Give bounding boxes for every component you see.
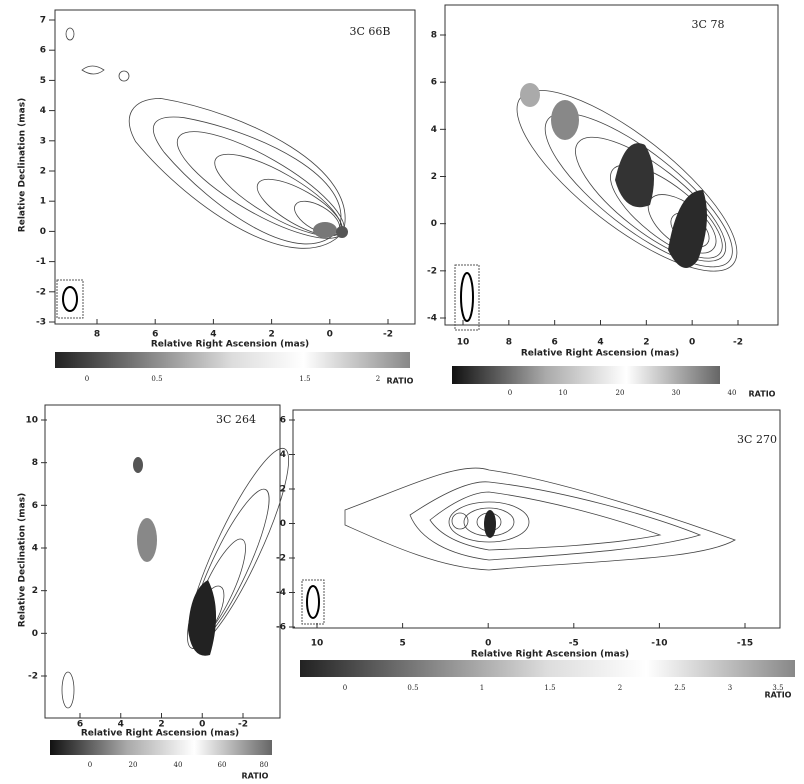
x-tick-label: 5 bbox=[399, 639, 405, 649]
colorbar-tick-label: 40 bbox=[728, 389, 737, 397]
y-tick-label: 4 bbox=[32, 544, 38, 554]
colorbar-tick-label: 40 bbox=[174, 761, 183, 769]
colorbar-tick-label: 1.5 bbox=[299, 375, 310, 383]
colorbar-tick-label: 3 bbox=[728, 684, 732, 692]
y-tick-label: 8 bbox=[431, 31, 437, 41]
map-3c270 bbox=[293, 410, 795, 677]
x-tick-label: 0 bbox=[689, 338, 695, 348]
panel-name: 3C 66B bbox=[350, 25, 391, 38]
x-tick-label: 10 bbox=[457, 338, 470, 348]
y-tick-label: 0 bbox=[32, 629, 38, 639]
colorbar-tick-label: 1 bbox=[480, 684, 484, 692]
y-tick-label: 7 bbox=[40, 16, 46, 26]
colorbar-tick-label: 0 bbox=[88, 761, 92, 769]
panel-name: 3C 78 bbox=[692, 18, 725, 31]
y-tick-label: -2 bbox=[276, 554, 286, 564]
colorbar-tick-label: 2 bbox=[618, 684, 622, 692]
x-tick-label: 2 bbox=[268, 330, 274, 340]
y-tick-label: -2 bbox=[427, 266, 437, 276]
y-tick-label: 2 bbox=[40, 167, 46, 177]
x-tick-label: 6 bbox=[552, 338, 558, 348]
y-tick-label: 4 bbox=[431, 125, 437, 135]
colorbar-tick-label: 0.5 bbox=[151, 375, 162, 383]
y-tick-label: 2 bbox=[280, 485, 286, 495]
panel-name: 3C 270 bbox=[737, 433, 777, 446]
x-tick-label: 8 bbox=[506, 338, 512, 348]
colorbar-tick-label: 2 bbox=[376, 375, 380, 383]
colorbar-title: RATIO bbox=[242, 772, 269, 781]
y-tick-label: 0 bbox=[280, 519, 286, 529]
map-3c66b bbox=[55, 10, 415, 368]
y-tick-label: -6 bbox=[276, 623, 286, 633]
y-tick-label: 1 bbox=[40, 197, 46, 207]
y-tick-label: 4 bbox=[280, 450, 286, 460]
x-tick-label: -2 bbox=[238, 720, 248, 730]
y-tick-label: -3 bbox=[36, 318, 46, 328]
x-tick-label: 10 bbox=[311, 639, 324, 649]
x-tick-label: 6 bbox=[152, 330, 158, 340]
colorbar-title: RATIO bbox=[387, 377, 414, 386]
y-tick-label: 5 bbox=[40, 76, 46, 86]
y-tick-label: 0 bbox=[40, 227, 46, 237]
x-axis-title: Relative Right Ascension (mas) bbox=[151, 340, 309, 350]
x-tick-label: -2 bbox=[733, 338, 743, 348]
map-3c78 bbox=[445, 5, 778, 384]
y-tick-label: 6 bbox=[40, 46, 46, 56]
colorbar-tick-label: 1.5 bbox=[544, 684, 555, 692]
y-tick-label: 4 bbox=[40, 106, 46, 116]
y-tick-label: -2 bbox=[36, 287, 46, 297]
y-tick-label: -2 bbox=[28, 672, 38, 682]
y-axis-title: Relative Declination (mas) bbox=[18, 493, 28, 627]
colorbar-tick-label: 80 bbox=[260, 761, 269, 769]
y-tick-label: 10 bbox=[25, 416, 38, 426]
x-tick-label: -15 bbox=[737, 639, 753, 649]
x-tick-label: 4 bbox=[210, 330, 216, 340]
x-tick-label: -2 bbox=[383, 330, 393, 340]
y-tick-label: 2 bbox=[431, 172, 437, 182]
y-tick-label: -4 bbox=[427, 314, 437, 324]
y-tick-label: -1 bbox=[36, 257, 46, 267]
colorbar-tick-label: 60 bbox=[218, 761, 227, 769]
x-axis-title: Relative Right Ascension (mas) bbox=[471, 650, 629, 660]
colorbar-tick-label: 0 bbox=[85, 375, 89, 383]
colorbar-tick-label: 2.5 bbox=[674, 684, 685, 692]
colorbar-tick-label: 20 bbox=[129, 761, 138, 769]
y-tick-label: 6 bbox=[32, 501, 38, 511]
x-tick-label: -5 bbox=[569, 639, 579, 649]
map-3c264 bbox=[45, 405, 304, 755]
x-axis-title: Relative Right Ascension (mas) bbox=[81, 729, 239, 739]
y-tick-label: 2 bbox=[32, 586, 38, 596]
x-tick-label: 0 bbox=[485, 639, 491, 649]
y-tick-label: 3 bbox=[40, 136, 46, 146]
colorbar-tick-label: 10 bbox=[559, 389, 568, 397]
colorbar-tick-label: 0.5 bbox=[407, 684, 418, 692]
figure: 3C 66B76543210-1-2-386420-2Relative Righ… bbox=[0, 0, 804, 780]
colorbar-title: RATIO bbox=[765, 691, 792, 700]
y-tick-label: -4 bbox=[276, 588, 286, 598]
y-tick-label: 6 bbox=[431, 78, 437, 88]
colorbar-tick-label: 0 bbox=[343, 684, 347, 692]
x-axis-title: Relative Right Ascension (mas) bbox=[521, 349, 679, 359]
x-tick-label: -10 bbox=[651, 639, 667, 649]
panel-name: 3C 264 bbox=[216, 413, 256, 426]
x-tick-label: 2 bbox=[643, 338, 649, 348]
colorbar-tick-label: 0 bbox=[508, 389, 512, 397]
colorbar-tick-label: 20 bbox=[616, 389, 625, 397]
y-tick-label: 6 bbox=[280, 416, 286, 426]
colorbar-title: RATIO bbox=[749, 390, 776, 399]
x-tick-label: 0 bbox=[327, 330, 333, 340]
y-tick-label: 0 bbox=[431, 219, 437, 229]
y-axis-title: Relative Declination (mas) bbox=[18, 98, 28, 232]
colorbar-tick-label: 30 bbox=[672, 389, 681, 397]
y-tick-label: 8 bbox=[32, 458, 38, 468]
x-tick-label: 4 bbox=[597, 338, 603, 348]
x-tick-label: 8 bbox=[94, 330, 100, 340]
